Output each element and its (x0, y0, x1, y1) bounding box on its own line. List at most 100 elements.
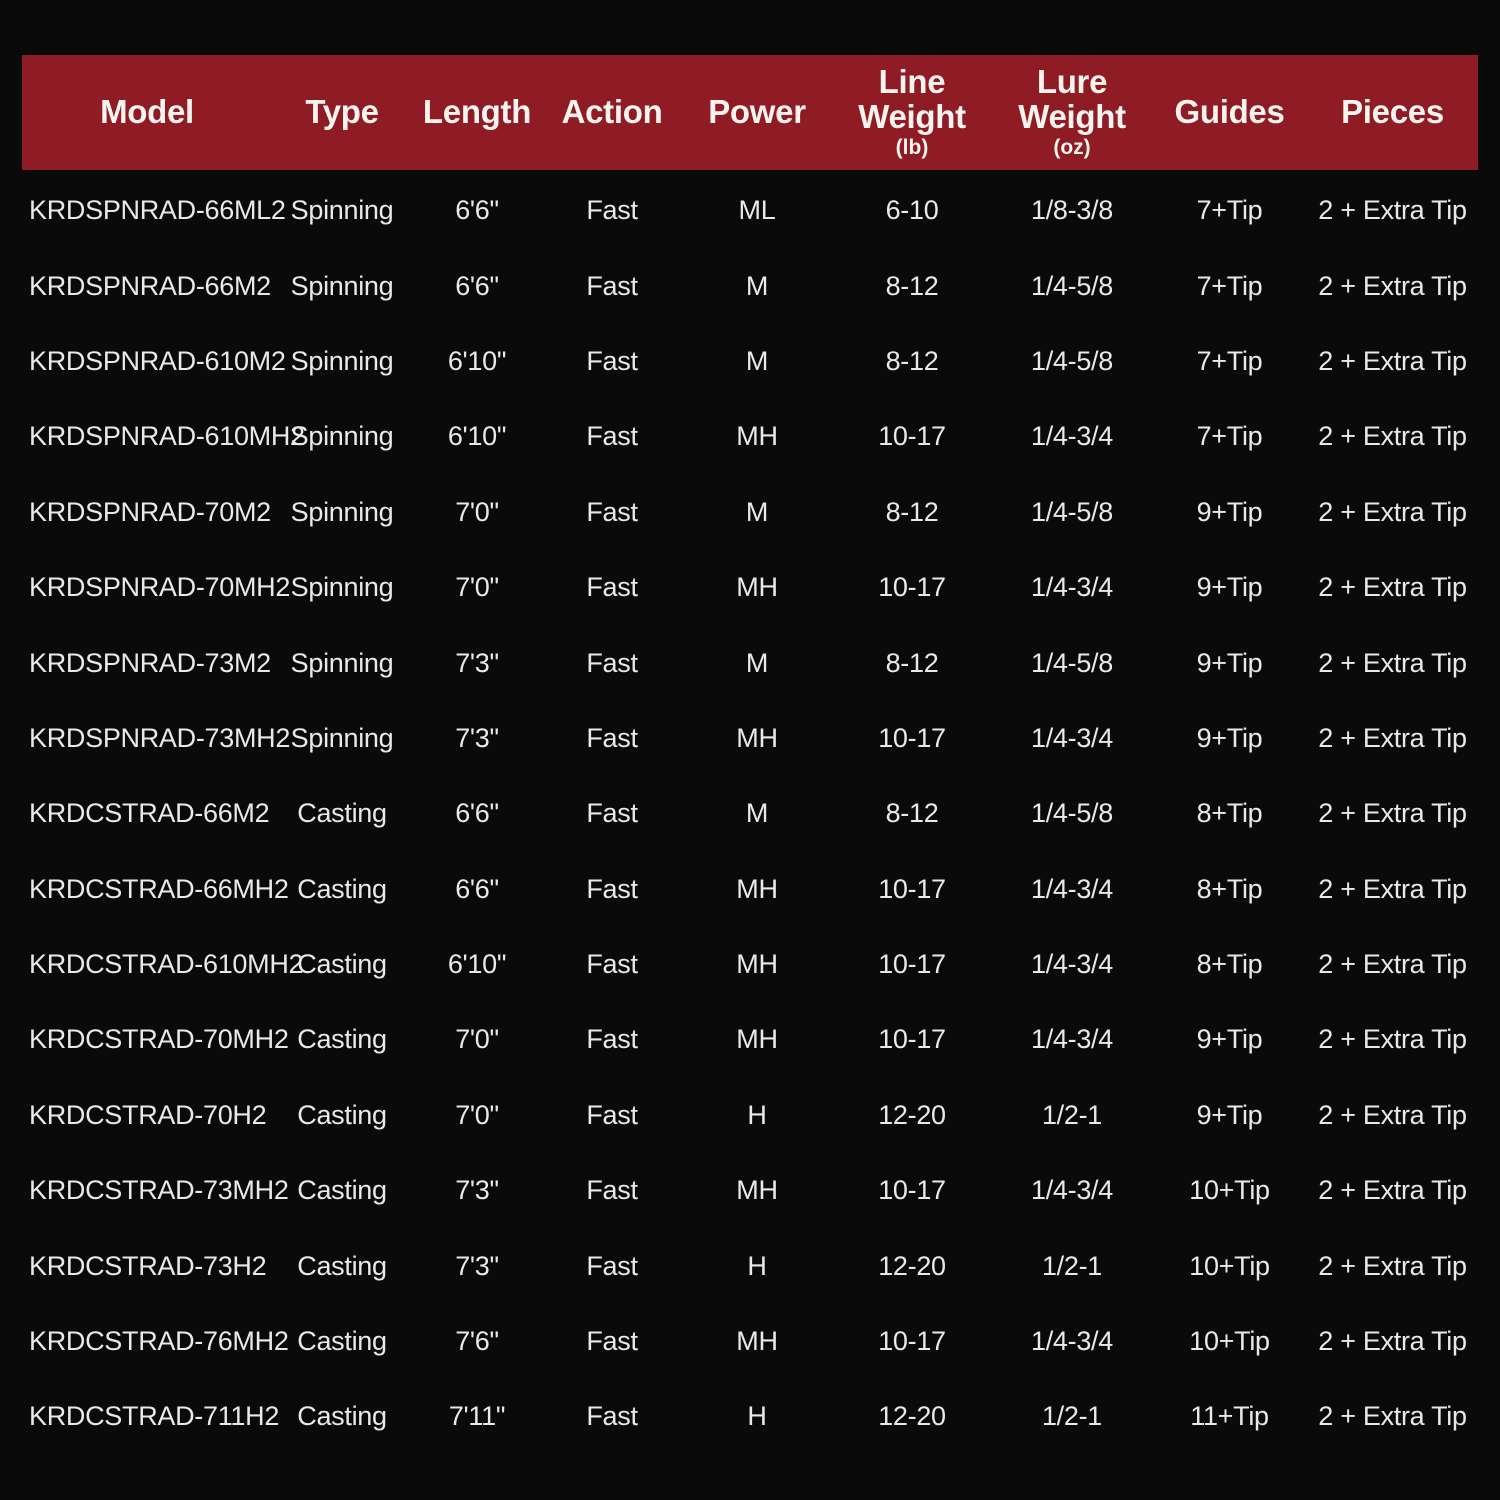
cell-lure_weight: 1/4-3/4 (1031, 1326, 1113, 1357)
cell-action: Fast (586, 798, 638, 829)
cell-type: Casting (297, 798, 387, 829)
cell-power: ML (738, 195, 776, 226)
cell-line_weight: 10-17 (878, 572, 946, 603)
cell-power: MH (736, 1024, 778, 1055)
cell-type: Casting (297, 1099, 387, 1130)
cell-pieces: 2 + Extra Tip (1318, 1250, 1467, 1281)
cell-type: Spinning (290, 722, 394, 753)
table-row: KRDSPNRAD-610MH2 Spinning 6'10" Fast MH 10-17… (22, 399, 1478, 474)
cell-pieces: 2 + Extra Tip (1318, 421, 1467, 452)
column-header-guides: Guides (1152, 55, 1307, 170)
cell-action: Fast (586, 873, 638, 904)
cell-model: KRDCSTRAD-76MH2 (29, 1326, 289, 1357)
cell-model: KRDCSTRAD-73H2 (29, 1250, 267, 1281)
cell-power: M (745, 270, 769, 301)
cell-guides: 7+Tip (1196, 195, 1263, 226)
cell-action: Fast (586, 1401, 638, 1432)
cell-line_weight: 10-17 (878, 873, 946, 904)
cell-pieces: 2 + Extra Tip (1318, 270, 1467, 301)
cell-lure_weight: 1/8-3/8 (1031, 195, 1113, 226)
cell-power: M (745, 798, 769, 829)
cell-lure_weight: 1/2-1 (1041, 1401, 1103, 1432)
cell-line_weight: 10-17 (878, 1326, 946, 1357)
cell-guides: 8+Tip (1196, 873, 1263, 904)
cell-guides: 9+Tip (1196, 496, 1263, 527)
cell-length: 7'3" (455, 647, 499, 678)
cell-action: Fast (586, 1175, 638, 1206)
cell-model: KRDCSTRAD-66MH2 (29, 873, 289, 904)
rod-spec-table: Model Type Length Action Power Line Weight (lb… (22, 55, 1478, 1455)
cell-action: Fast (586, 1099, 638, 1130)
table-row: KRDSPNRAD-73M2 Spinning 7'3" Fast M 8-12 1/4-5… (22, 625, 1478, 700)
cell-pieces: 2 + Extra Tip (1318, 798, 1467, 829)
cell-pieces: 2 + Extra Tip (1318, 195, 1467, 226)
cell-power: MH (736, 1326, 778, 1357)
cell-line_weight: 6-10 (885, 195, 939, 226)
cell-model: KRDCSTRAD-610MH2 (29, 949, 304, 980)
cell-guides: 7+Tip (1196, 345, 1263, 376)
cell-lure_weight: 1/4-3/4 (1031, 1024, 1113, 1055)
cell-guides: 10+Tip (1189, 1326, 1270, 1357)
cell-pieces: 2 + Extra Tip (1318, 647, 1467, 678)
cell-power: M (745, 345, 769, 376)
cell-length: 7'6" (455, 1326, 499, 1357)
cell-line_weight: 10-17 (878, 1175, 946, 1206)
cell-lure_weight: 1/4-3/4 (1031, 572, 1113, 603)
cell-power: MH (736, 722, 778, 753)
cell-action: Fast (586, 647, 638, 678)
cell-guides: 9+Tip (1196, 722, 1263, 753)
cell-lure_weight: 1/2-1 (1041, 1099, 1103, 1130)
column-header-model: Model (22, 55, 272, 170)
table-row: KRDCSTRAD-73MH2 Casting 7'3" Fast MH 10-17 1/4… (22, 1153, 1478, 1228)
cell-power: H (747, 1401, 767, 1432)
cell-pieces: 2 + Extra Tip (1318, 1175, 1467, 1206)
cell-pieces: 2 + Extra Tip (1318, 1099, 1467, 1130)
cell-lure_weight: 1/4-5/8 (1031, 496, 1113, 527)
cell-model: KRDSPNRAD-70MH2 (29, 572, 291, 603)
column-header-action: Action (542, 55, 682, 170)
cell-pieces: 2 + Extra Tip (1318, 949, 1467, 980)
table-row: KRDCSTRAD-66M2 Casting 6'6" Fast M 8-12 1/4-5/… (22, 776, 1478, 851)
column-header-power: Power (682, 55, 832, 170)
cell-line_weight: 8-12 (885, 496, 939, 527)
column-header-label: Type (305, 93, 379, 131)
cell-model: KRDSPNRAD-66M2 (29, 270, 271, 301)
cell-lure_weight: 1/4-5/8 (1031, 798, 1113, 829)
cell-action: Fast (586, 496, 638, 527)
cell-type: Spinning (290, 270, 394, 301)
column-header-unit: (oz) (1053, 136, 1091, 160)
cell-action: Fast (586, 195, 638, 226)
cell-line_weight: 10-17 (878, 1024, 946, 1055)
cell-length: 7'3" (455, 1250, 499, 1281)
column-header-length: Length (412, 55, 542, 170)
cell-power: H (747, 1250, 767, 1281)
cell-guides: 8+Tip (1196, 949, 1263, 980)
cell-lure_weight: 1/4-3/4 (1031, 722, 1113, 753)
cell-length: 6'6" (455, 798, 499, 829)
table-row: KRDSPNRAD-66M2 Spinning 6'6" Fast M 8-12 1/4-5… (22, 248, 1478, 323)
cell-lure_weight: 1/4-5/8 (1031, 270, 1113, 301)
cell-type: Casting (297, 1326, 387, 1357)
cell-pieces: 2 + Extra Tip (1318, 496, 1467, 527)
cell-line_weight: 8-12 (885, 345, 939, 376)
cell-length: 6'6" (455, 270, 499, 301)
cell-power: M (745, 496, 769, 527)
cell-length: 6'6" (455, 195, 499, 226)
cell-type: Casting (297, 949, 387, 980)
column-header-unit: (lb) (895, 136, 929, 160)
table-row: KRDCSTRAD-66MH2 Casting 6'6" Fast MH 10-17 1/4… (22, 852, 1478, 927)
cell-line_weight: 12-20 (878, 1099, 946, 1130)
cell-length: 7'11" (448, 1401, 506, 1432)
cell-guides: 9+Tip (1196, 1099, 1263, 1130)
cell-model: KRDCSTRAD-711H2 (29, 1401, 280, 1432)
column-header-label: Length (422, 93, 532, 131)
cell-type: Casting (297, 1250, 387, 1281)
cell-guides: 9+Tip (1196, 647, 1263, 678)
cell-line_weight: 10-17 (878, 722, 946, 753)
cell-lure_weight: 1/4-3/4 (1031, 1175, 1113, 1206)
cell-power: H (747, 1099, 767, 1130)
cell-type: Casting (297, 1024, 387, 1055)
column-header-label: Line Weight (858, 63, 966, 136)
column-header-label: Lure Weight (1018, 63, 1126, 136)
